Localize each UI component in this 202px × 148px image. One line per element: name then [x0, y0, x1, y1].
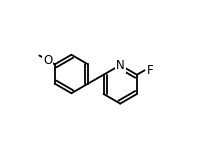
Text: N: N	[116, 59, 125, 72]
Text: F: F	[147, 64, 154, 77]
Text: O: O	[43, 54, 52, 67]
